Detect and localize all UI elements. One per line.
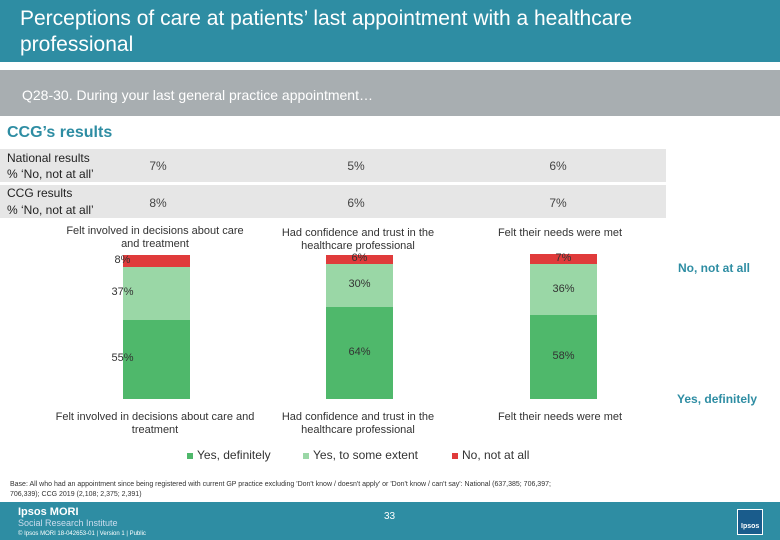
series-label-bottom: Yes, definitely [677, 392, 758, 406]
ccg-label-2: % ‘No, not at all’ [7, 203, 94, 217]
base-note: Base: All who had an appointment since b… [10, 481, 551, 498]
legend-item-yes-definitely: Yes, definitely [187, 448, 271, 462]
category-label-bottom-3: Felt their needs were met [497, 411, 623, 423]
data-label-yes-some-extent-2: 30% [348, 278, 371, 291]
bar-segment-no-not-at-all-2 [326, 255, 393, 264]
data-label-yes-definitely-1: 55% [111, 352, 134, 365]
bar-segment-no-not-at-all-1 [123, 255, 190, 267]
badge-text: Ipsos [741, 523, 760, 530]
ccg-value-3: 7% [549, 196, 567, 210]
bar-segment-yes-definitely-2 [326, 306, 393, 399]
ccg-label-1: CCG results [7, 186, 73, 200]
bar-segment-yes-some-extent-1 [123, 266, 190, 320]
category-label-top-1: Felt involved in decisions about care an… [66, 225, 244, 250]
legend-item-no-not-at-all: No, not at all [452, 448, 529, 462]
national-label-2: % ‘No, not at all’ [7, 167, 94, 181]
category-label-top-3: Felt their needs were met [497, 227, 623, 239]
category-label-top-2: Had confidence and trust in the healthca… [281, 227, 435, 252]
section-title: CCG’s results [7, 124, 113, 141]
national-label-1: National results [7, 151, 90, 165]
data-label-no-not-at-all-2: 6% [351, 252, 368, 265]
national-value-3: 6% [549, 159, 567, 173]
page-title: Perceptions of care at patients’ last ap… [20, 7, 633, 56]
category-label-bottom-2: Had confidence and trust in the healthca… [281, 411, 435, 436]
legend-swatch-yes-some-extent [303, 452, 309, 459]
bar-segment-yes-some-extent-3 [530, 263, 597, 316]
data-label-no-not-at-all-1: 8% [114, 253, 131, 266]
page-number: 33 [384, 511, 396, 522]
question-text: Q28-30. During your last general practic… [22, 87, 373, 103]
ipsos-logo: Ipsos MORI [18, 506, 79, 518]
data-label-no-not-at-all-3: 7% [555, 251, 572, 264]
ipsos-badge-icon: Ipsos [737, 509, 763, 535]
header-divider [0, 62, 780, 66]
footer-small-text: © Ipsos MORI 18-042653-01 | Version 1 | … [18, 531, 146, 537]
bar-segment-yes-definitely-3 [530, 315, 597, 399]
ccg-value-2: 6% [347, 196, 365, 210]
data-label-yes-definitely-3: 58% [552, 350, 575, 363]
question-bar: Q28-30. During your last general practic… [0, 70, 780, 116]
bar-segment-yes-some-extent-2 [326, 263, 393, 307]
national-value-2: 5% [347, 159, 365, 173]
legend-swatch-yes-definitely [187, 452, 193, 459]
legend-label: Yes, definitely [197, 448, 271, 462]
legend-label: No, not at all [462, 448, 530, 462]
data-label-yes-some-extent-1: 37% [111, 286, 134, 299]
national-value-1: 7% [149, 159, 167, 173]
data-label-yes-some-extent-3: 36% [552, 282, 575, 295]
bar-segment-no-not-at-all-3 [530, 253, 597, 264]
data-label-yes-definitely-2: 64% [348, 345, 371, 358]
category-label-bottom-1: Felt involved in decisions about care an… [55, 411, 255, 436]
legend-item-yes-some-extent: Yes, to some extent [303, 448, 418, 462]
ccg-value-1: 8% [149, 196, 167, 210]
ccg-results-row: CCG results % ‘No, not at all’ 8% 6% 7% [0, 185, 666, 218]
footer: Ipsos MORI Social Research Institute © I… [0, 502, 780, 540]
bar-segment-yes-definitely-1 [123, 319, 190, 399]
legend-label: Yes, to some extent [313, 448, 418, 462]
legend-swatch-no-not-at-all [452, 452, 458, 459]
series-label-top: No, not at all [678, 261, 750, 275]
institute-name: Social Research Institute [18, 518, 118, 528]
national-results-row: National results % ‘No, not at all’ 7% 5… [0, 149, 666, 182]
header-banner: Perceptions of care at patients’ last ap… [0, 0, 780, 66]
